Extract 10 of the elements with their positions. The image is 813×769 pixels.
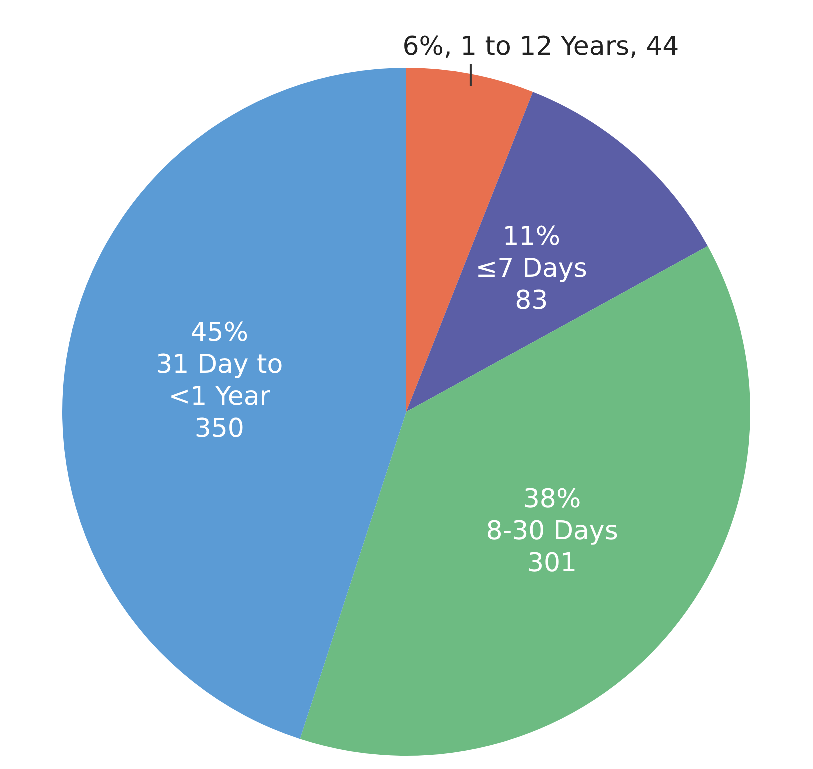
text: 83: [515, 286, 548, 316]
text: 350: [194, 414, 244, 444]
slice-label: 8-30 Days: [486, 516, 618, 546]
data-label: 11%: [502, 222, 561, 252]
data-label: 45%: [190, 318, 249, 348]
text: 6%, 1 to 12 Years, 44: [402, 32, 680, 62]
slice-label: 31 Day to <1 Year: [156, 350, 284, 412]
slice-label: ≤7 Days: [476, 254, 588, 284]
text: 301: [527, 548, 578, 578]
data-label: 38%: [523, 484, 582, 514]
